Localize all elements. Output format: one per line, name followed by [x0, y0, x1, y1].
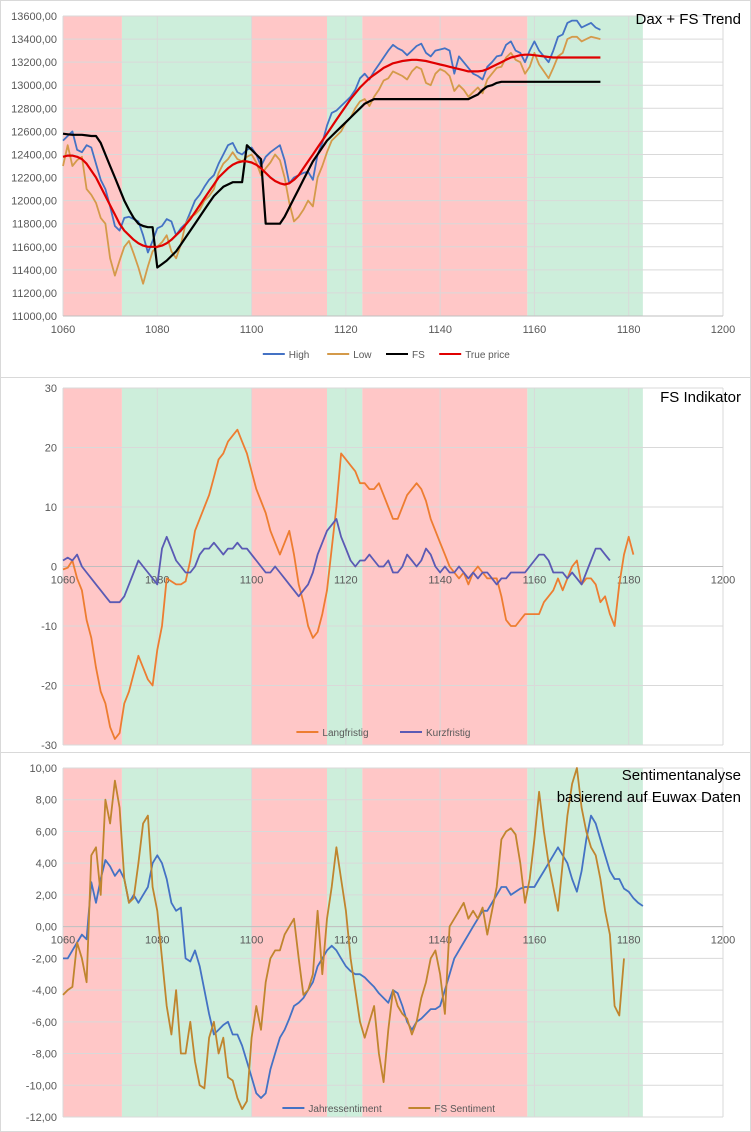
y-tick-label: 13600,00 — [11, 11, 57, 23]
series-line-fs-sentiment — [62, 767, 625, 1110]
legend-item-label: FS Sentiment — [434, 1104, 495, 1115]
y-tick-label: -10 — [41, 621, 57, 633]
legend-item-label: Langfristig — [322, 728, 368, 739]
chart-panel-3: -12,00 -10,00 -8,00 -6,00 -4,00 -2,00 0,00 2,00… — [26, 763, 741, 1124]
x-tick-label: 1160 — [523, 324, 547, 336]
chart-title: FS Indikator — [660, 389, 741, 406]
x-tick-label: 1060 — [51, 324, 75, 336]
y-tick-label: 8,00 — [36, 795, 57, 807]
y-tick-label: 10 — [45, 502, 57, 514]
y-tick-label: 13200,00 — [11, 57, 57, 69]
series-line-low — [62, 35, 601, 285]
y-tick-label: -6,00 — [32, 1017, 57, 1029]
band-4 — [327, 16, 363, 316]
y-tick-label: -20 — [41, 681, 57, 693]
y-tick-label: 11800,00 — [12, 219, 57, 231]
y-tick-label: -2,00 — [32, 953, 57, 965]
x-tick-label: 1180 — [617, 575, 641, 587]
y-tick-label: 13400,00 — [11, 34, 57, 46]
band-4 — [327, 768, 363, 1117]
band-1 — [63, 768, 122, 1117]
y-tick-label: 0 — [51, 562, 57, 574]
x-tick-label: 1060 — [51, 935, 75, 947]
legend-item-label: Low — [353, 350, 372, 361]
x-tick-label: 1160 — [523, 575, 547, 587]
y-tick-label: 12200,00 — [11, 173, 57, 185]
x-tick-label: 1140 — [428, 935, 452, 947]
y-tick-label: 11000,00 — [12, 311, 57, 323]
legend-item-label: FS — [412, 350, 425, 361]
x-tick-label: 1100 — [240, 935, 264, 947]
y-tick-label: 10,00 — [29, 763, 57, 775]
y-tick-label: 11400,00 — [12, 265, 57, 277]
y-tick-label: 11200,00 — [12, 288, 57, 300]
legend-item-label: Kurzfristig — [426, 728, 470, 739]
series-line-langfristig — [62, 428, 635, 740]
series-line-fs — [62, 80, 601, 269]
y-tick-label: 13000,00 — [11, 80, 57, 92]
band-3 — [251, 16, 327, 316]
band-6 — [527, 16, 643, 316]
legend-item-label: High — [289, 350, 310, 361]
x-tick-label: 1120 — [334, 324, 358, 336]
y-tick-label: 30 — [45, 383, 57, 395]
series-line-kurzfristig — [62, 518, 611, 604]
chart-subtitle: basierend auf Euwax Daten — [557, 789, 741, 806]
x-tick-label: 1140 — [428, 324, 452, 336]
chart-panel-1: 11000,00 11200,00 11400,00 11600,00 11800,00… — [11, 11, 741, 361]
x-tick-label: 1120 — [334, 575, 358, 587]
x-tick-label: 1200 — [711, 575, 735, 587]
y-tick-label: 12000,00 — [11, 196, 57, 208]
chart-title: Dax + FS Trend — [636, 11, 741, 28]
x-tick-label: 1080 — [145, 935, 169, 947]
band-5 — [362, 768, 528, 1117]
x-tick-label: 1060 — [51, 575, 75, 587]
y-tick-label: 2,00 — [36, 890, 57, 902]
y-tick-label: -4,00 — [32, 985, 57, 997]
y-tick-label: 0,00 — [36, 922, 57, 934]
y-tick-label: 4,00 — [36, 858, 57, 870]
x-tick-label: 1200 — [711, 324, 735, 336]
y-tick-label: 12400,00 — [11, 149, 57, 161]
x-tick-label: 1180 — [617, 324, 641, 336]
x-tick-label: 1100 — [240, 324, 264, 336]
x-tick-label: 1200 — [711, 935, 735, 947]
y-tick-label: -10,00 — [26, 1080, 57, 1092]
legend-item-label: Jahressentiment — [308, 1104, 382, 1115]
y-tick-label: -12,00 — [26, 1112, 57, 1124]
legend-item-label: True price — [465, 350, 510, 361]
series-line-true-price — [62, 53, 601, 248]
band-2 — [121, 768, 252, 1117]
y-tick-label: 12800,00 — [11, 103, 57, 115]
x-tick-label: 1100 — [240, 575, 264, 587]
y-tick-label: -8,00 — [32, 1049, 57, 1061]
x-tick-label: 1180 — [617, 935, 641, 947]
chart-title: Sentimentanalyse — [622, 767, 741, 784]
x-tick-label: 1120 — [334, 935, 358, 947]
x-tick-label: 1160 — [523, 935, 547, 947]
y-tick-label: 11600,00 — [12, 242, 57, 254]
y-tick-label: 6,00 — [36, 826, 57, 838]
x-tick-label: 1080 — [145, 324, 169, 336]
y-tick-label: 12600,00 — [11, 126, 57, 138]
series-line-high — [62, 19, 601, 254]
y-tick-label: 20 — [45, 443, 57, 455]
y-tick-label: -30 — [41, 740, 57, 752]
x-tick-label: 1140 — [428, 575, 452, 587]
